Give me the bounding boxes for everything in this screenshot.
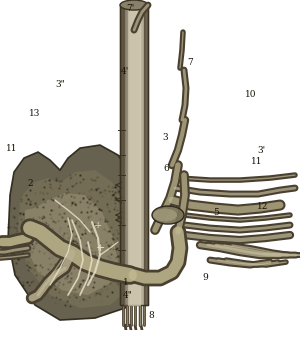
Text: 3: 3 — [162, 132, 168, 141]
Text: 7': 7' — [126, 4, 135, 13]
Text: 3": 3" — [55, 80, 65, 89]
Polygon shape — [18, 170, 135, 308]
Ellipse shape — [153, 208, 177, 221]
Text: +: + — [95, 243, 105, 253]
Text: 1: 1 — [123, 278, 129, 287]
Text: 11: 11 — [251, 157, 262, 166]
Text: 12: 12 — [257, 202, 268, 211]
Text: 5: 5 — [213, 208, 219, 217]
Text: 7: 7 — [188, 58, 194, 67]
Text: 4": 4" — [123, 291, 132, 300]
Polygon shape — [25, 193, 118, 295]
Ellipse shape — [120, 0, 148, 10]
Ellipse shape — [152, 206, 184, 224]
Text: 2: 2 — [27, 179, 33, 188]
Text: 10: 10 — [245, 90, 256, 99]
Text: 9: 9 — [202, 273, 208, 282]
Text: 4': 4' — [120, 67, 129, 76]
Text: alamy - 2AWF76P: alamy - 2AWF76P — [104, 340, 196, 350]
Text: 3': 3' — [257, 146, 265, 155]
Text: +: + — [94, 221, 102, 230]
Text: 13: 13 — [29, 109, 40, 118]
Text: 8: 8 — [148, 311, 154, 320]
Text: 11: 11 — [6, 144, 18, 153]
Polygon shape — [8, 145, 148, 320]
Text: 6: 6 — [164, 164, 169, 173]
Bar — [120, 5, 148, 305]
